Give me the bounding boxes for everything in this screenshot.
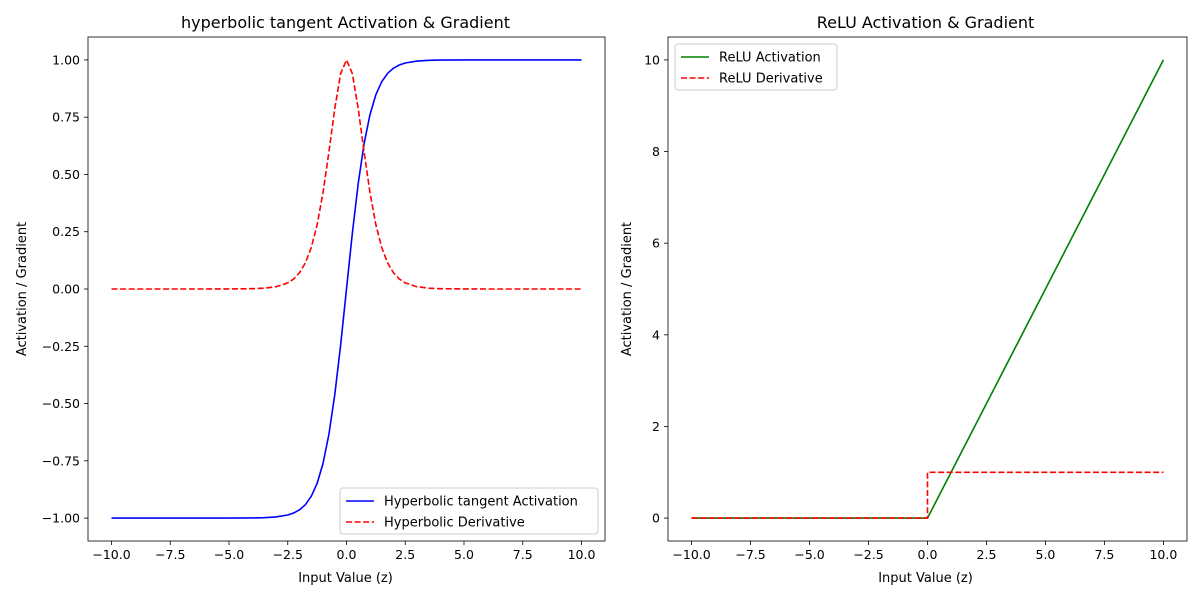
- x-tick-label: −2.5: [273, 547, 303, 562]
- y-tick-label: 0.25: [52, 224, 80, 239]
- y-tick-label: 1.00: [52, 52, 80, 67]
- series-line-2: [111, 59, 582, 290]
- y-tick-label: 6: [652, 236, 660, 251]
- y-tick-label: −0.50: [42, 396, 80, 411]
- legend-box: [674, 43, 838, 91]
- x-tick-label: 7.5: [1094, 547, 1114, 562]
- y-tick-label: 0.50: [52, 167, 80, 182]
- series-line-1: [111, 59, 582, 519]
- series-line-2: [691, 471, 1164, 519]
- legend-label: ReLU Derivative: [719, 72, 823, 87]
- chart-relu: ReLU Activation & Gradient Input Value (…: [620, 13, 1188, 586]
- legend: ReLU Activation ReLU Derivative: [674, 43, 838, 91]
- x-tick-label: 0.0: [918, 547, 938, 562]
- y-axis-label: Activation / Gradient: [15, 222, 30, 356]
- y-tick-label: −0.25: [42, 339, 80, 354]
- legend-label: Hyperbolic tangent Activation: [384, 495, 578, 510]
- legend: Hyperbolic tangent Activation Hyperbolic …: [339, 487, 599, 535]
- x-tick-label: −5.0: [214, 547, 244, 562]
- y-tick-label: 2: [652, 419, 660, 434]
- legend-label: ReLU Activation: [719, 51, 821, 66]
- legend-box: [339, 487, 599, 535]
- x-tick-label: 7.5: [513, 547, 533, 562]
- x-axis-label: Input Value (z): [298, 571, 393, 586]
- y-tick-label: 4: [652, 327, 660, 342]
- legend-label: Hyperbolic Derivative: [384, 516, 525, 531]
- x-tick-label: −10.0: [672, 547, 710, 562]
- chart-tanh: hyperbolic tangent Activation & Gradient…: [15, 13, 606, 586]
- x-tick-label: 0.0: [337, 547, 357, 562]
- y-tick-label: −1.00: [42, 511, 80, 526]
- x-tick-label: 10.0: [568, 547, 596, 562]
- y-tick-label: 0: [652, 511, 660, 526]
- y-tick-label: 0.00: [52, 282, 80, 297]
- x-tick-label: −7.5: [155, 547, 185, 562]
- x-tick-label: −10.0: [92, 547, 130, 562]
- y-axis-label: Activation / Gradient: [620, 222, 635, 356]
- y-tick-label: −0.75: [42, 453, 80, 468]
- x-axis-label: Input Value (z): [878, 571, 973, 586]
- chart-title: hyperbolic tangent Activation & Gradient: [181, 13, 510, 32]
- x-tick-label: −2.5: [853, 547, 883, 562]
- chart-title: ReLU Activation & Gradient: [817, 13, 1035, 32]
- y-tick-label: 8: [652, 144, 660, 159]
- y-tick-label: 0.75: [52, 110, 80, 125]
- x-tick-label: 5.0: [1036, 547, 1056, 562]
- x-tick-label: 10.0: [1149, 547, 1177, 562]
- x-tick-label: 5.0: [454, 547, 474, 562]
- x-tick-label: 2.5: [395, 547, 415, 562]
- x-tick-label: 2.5: [977, 547, 997, 562]
- x-tick-label: −7.5: [735, 547, 765, 562]
- x-tick-label: −5.0: [794, 547, 824, 562]
- y-tick-label: 10: [644, 52, 660, 67]
